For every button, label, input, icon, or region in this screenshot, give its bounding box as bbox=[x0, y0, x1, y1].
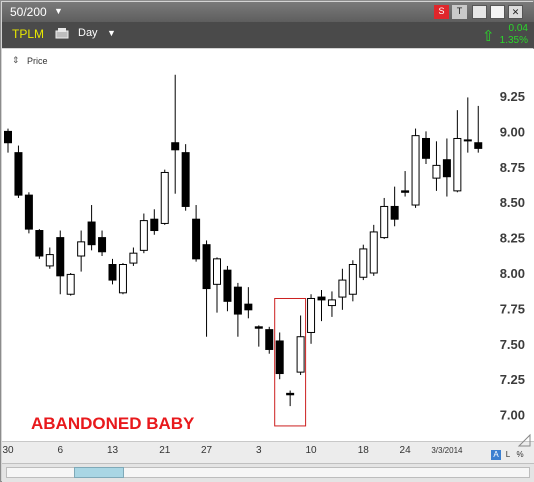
candle-body-up bbox=[359, 248, 368, 278]
auto-scale-button[interactable]: A bbox=[491, 450, 501, 460]
candle-body-down bbox=[223, 269, 232, 302]
candle-body-down bbox=[14, 152, 23, 196]
candle-body-down bbox=[35, 230, 44, 257]
change-value: 0.04 bbox=[508, 23, 528, 34]
minimize-icon[interactable] bbox=[472, 5, 487, 19]
candle-body-down bbox=[286, 392, 295, 396]
close-icon[interactable]: ✕ bbox=[508, 5, 523, 19]
panel-label: Price bbox=[27, 56, 48, 66]
horizontal-scrollbar[interactable] bbox=[2, 463, 534, 482]
x-tick-label: 27 bbox=[201, 445, 213, 456]
candle-body-down bbox=[442, 159, 451, 178]
printer-icon[interactable] bbox=[54, 27, 70, 41]
candle-body-up bbox=[380, 205, 389, 239]
change-percent: 1.35% bbox=[499, 35, 528, 46]
candle-body-up bbox=[118, 264, 127, 294]
candle-body-down bbox=[202, 244, 211, 290]
candle-body-down bbox=[4, 130, 12, 144]
scroll-track[interactable] bbox=[6, 467, 530, 478]
title-dropdown-icon[interactable]: ▼ bbox=[54, 6, 63, 16]
candle-body-up bbox=[453, 137, 462, 192]
candle-body-up bbox=[129, 252, 138, 264]
candle-body-down bbox=[98, 237, 107, 253]
period-dropdown-icon[interactable]: ▼ bbox=[107, 28, 116, 38]
y-tick-label: 7.00 bbox=[500, 408, 525, 423]
x-tick-label: 13 bbox=[107, 445, 119, 456]
candle-body-down bbox=[244, 303, 253, 311]
candle-body-up bbox=[327, 299, 336, 307]
candle-body-down bbox=[56, 237, 65, 277]
candle-body-up bbox=[77, 241, 86, 257]
candle-body-down bbox=[233, 286, 242, 315]
x-tick-label: 21 bbox=[159, 445, 171, 456]
trade-icon[interactable]: T bbox=[452, 5, 467, 19]
scroll-thumb[interactable] bbox=[74, 467, 124, 478]
candle-body-down bbox=[275, 340, 284, 375]
pattern-annotation: ABANDONED BABY bbox=[31, 414, 195, 433]
pattern-highlight-box bbox=[274, 297, 307, 427]
candle-body-up bbox=[139, 220, 148, 251]
period-selector[interactable]: Day bbox=[78, 27, 98, 39]
candle-body-down bbox=[254, 326, 263, 329]
candle-body-down bbox=[474, 142, 483, 149]
price-plot[interactable]: ⇕ Price bbox=[2, 49, 534, 455]
candle-body-down bbox=[265, 329, 274, 350]
chart-toolbar: TPLM Day ▼ ⇧ 0.04 1.35% bbox=[2, 22, 534, 48]
candle-body-up bbox=[432, 164, 441, 179]
y-tick-label: 7.50 bbox=[500, 337, 525, 352]
percent-scale-button[interactable]: % bbox=[516, 450, 524, 459]
log-scale-button[interactable]: L bbox=[505, 450, 511, 459]
y-tick-label: 9.25 bbox=[500, 89, 525, 104]
candle-body-down bbox=[150, 218, 159, 232]
x-tick-label: 30 bbox=[2, 445, 14, 456]
candle-body-up bbox=[307, 297, 316, 333]
candle-body-up bbox=[66, 273, 75, 295]
y-tick-label: 7.75 bbox=[500, 301, 525, 316]
move-handle-icon[interactable]: ⇕ bbox=[12, 55, 20, 65]
candle-body-down bbox=[171, 142, 180, 151]
x-tick-label: 3/3/2014 bbox=[431, 446, 463, 455]
candle-body-down bbox=[192, 218, 201, 260]
maximize-icon[interactable] bbox=[490, 5, 505, 19]
resize-grip-icon bbox=[517, 433, 531, 447]
title-bar[interactable]: 50/200 ▼ S T ✕ bbox=[2, 2, 534, 22]
candle-body-up bbox=[411, 135, 420, 206]
y-tick-label: 8.00 bbox=[500, 266, 525, 281]
symbol-label[interactable]: TPLM bbox=[12, 27, 45, 41]
candle-body-up bbox=[463, 139, 472, 142]
y-tick-label: 9.00 bbox=[500, 124, 525, 139]
candle-body-down bbox=[317, 296, 326, 301]
window-title: 50/200 bbox=[10, 5, 47, 19]
candle-body-up bbox=[160, 171, 169, 224]
x-tick-label: 6 bbox=[57, 445, 63, 456]
x-tick-label: 3 bbox=[256, 445, 262, 456]
x-tick-label: 18 bbox=[358, 445, 370, 456]
candle-body-down bbox=[181, 152, 190, 207]
x-tick-label: 24 bbox=[400, 445, 412, 456]
candle-body-up bbox=[348, 264, 357, 295]
y-tick-label: 7.25 bbox=[500, 372, 525, 387]
x-tick-label: 10 bbox=[305, 445, 317, 456]
x-axis-bar bbox=[2, 441, 534, 464]
candle-body-down bbox=[87, 221, 96, 246]
candle-body-up bbox=[369, 231, 378, 274]
candle-body-down bbox=[24, 194, 33, 230]
candle-body-up bbox=[338, 279, 347, 298]
y-tick-label: 8.50 bbox=[500, 195, 525, 210]
candle-body-down bbox=[108, 264, 117, 281]
y-tick-label: 8.25 bbox=[500, 231, 525, 246]
up-arrow-icon: ⇧ bbox=[482, 28, 495, 45]
candle-body-up bbox=[45, 254, 54, 267]
candle-body-down bbox=[422, 137, 430, 159]
candle-body-down bbox=[390, 205, 399, 220]
price-change: 0.04 1.35% bbox=[500, 23, 528, 47]
streaming-icon[interactable]: S bbox=[434, 5, 449, 19]
candle-body-down bbox=[401, 190, 410, 193]
candle-body-up bbox=[296, 336, 305, 373]
candle-body-up bbox=[213, 258, 221, 285]
y-tick-label: 8.75 bbox=[500, 160, 525, 175]
